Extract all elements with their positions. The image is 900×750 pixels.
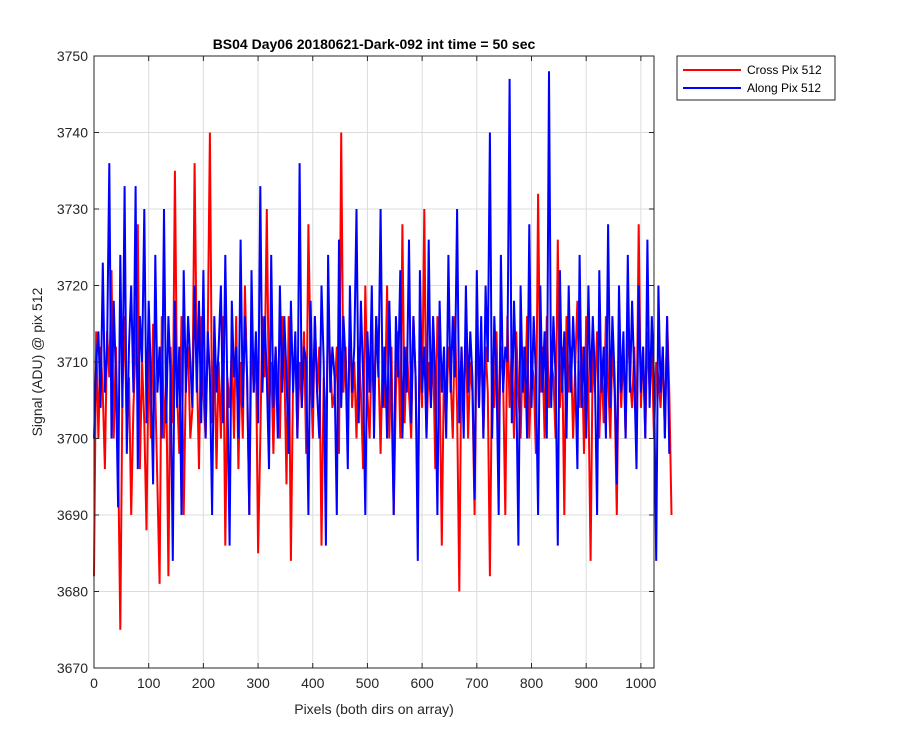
y-tick-label: 3680 <box>57 584 88 600</box>
y-axis-label: Signal (ADU) @ pix 512 <box>29 287 45 436</box>
y-tick-label: 3750 <box>57 48 88 64</box>
x-tick-label: 700 <box>465 675 489 691</box>
x-axis-label: Pixels (both dirs on array) <box>294 701 454 717</box>
legend: Cross Pix 512 Along Pix 512 <box>676 55 836 101</box>
x-tick-label: 0 <box>90 675 98 691</box>
x-tick-label: 400 <box>301 675 325 691</box>
y-tick-label: 3730 <box>57 201 88 217</box>
y-tick-label: 3700 <box>57 431 88 447</box>
chart-title: BS04 Day06 20180621-Dark-092 int time = … <box>213 36 536 52</box>
x-tick-label: 900 <box>575 675 599 691</box>
y-tick-label: 3740 <box>57 125 88 141</box>
x-tick-label: 500 <box>356 675 380 691</box>
legend-label-cross: Cross Pix 512 <box>747 63 822 77</box>
x-tick-label: 1000 <box>625 675 656 691</box>
x-tick-label: 800 <box>520 675 544 691</box>
y-tick-label: 3690 <box>57 507 88 523</box>
series-line-along-pix <box>93 71 671 561</box>
series-layer <box>93 71 673 630</box>
tick-layer: 0 100 200 300 400 500 600 700 800 900 1000 3670 3680… <box>57 48 657 691</box>
legend-label-along: Along Pix 512 <box>747 81 821 95</box>
x-tick-label: 300 <box>246 675 270 691</box>
y-tick-label: 3720 <box>57 278 88 294</box>
x-tick-label: 100 <box>137 675 161 691</box>
y-tick-label: 3710 <box>57 354 88 370</box>
x-tick-label: 200 <box>192 675 216 691</box>
x-tick-label: 600 <box>410 675 434 691</box>
y-tick-label: 3670 <box>57 660 88 676</box>
legend-box <box>676 55 836 101</box>
